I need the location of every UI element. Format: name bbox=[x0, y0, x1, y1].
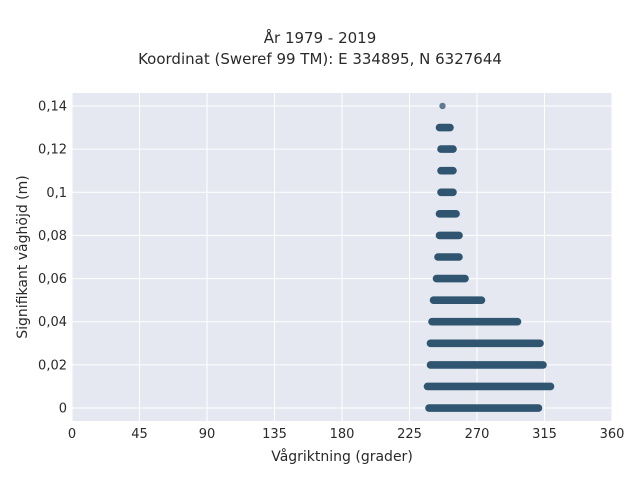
y-tick-label: 0,1 bbox=[46, 186, 67, 201]
x-tick-label: 135 bbox=[262, 427, 287, 442]
grid-lines bbox=[71, 93, 613, 421]
x-tick-label: 225 bbox=[397, 427, 422, 442]
data-point bbox=[439, 102, 446, 110]
x-tick-label: 180 bbox=[330, 427, 355, 442]
chart-subtitle: Koordinat (Sweref 99 TM): E 334895, N 63… bbox=[138, 50, 502, 68]
y-tick-label: 0,06 bbox=[38, 272, 67, 287]
y-tick-label: 0,02 bbox=[38, 358, 67, 373]
y-axis-label: Signifikant våghöjd (m) bbox=[14, 175, 31, 338]
x-tick-label: 270 bbox=[465, 427, 490, 442]
y-tick-label: 0 bbox=[59, 402, 67, 417]
x-axis-ticks: 0 45 90 135 180 225 270 315 360 bbox=[68, 427, 625, 442]
y-tick-label: 0,12 bbox=[38, 143, 67, 158]
chart-title: År 1979 - 2019 bbox=[263, 29, 377, 47]
data-points bbox=[423, 102, 555, 412]
x-tick-label: 90 bbox=[199, 427, 216, 442]
y-axis-ticks: 0 0,02 0,04 0,06 0,08 0,1 0,12 0,14 bbox=[38, 99, 67, 416]
y-tick-label: 0,14 bbox=[38, 99, 67, 114]
y-tick-label: 0,04 bbox=[38, 315, 67, 330]
y-tick-label: 0,08 bbox=[38, 229, 67, 244]
x-tick-label: 0 bbox=[68, 427, 76, 442]
x-axis-label: Vågriktning (grader) bbox=[271, 448, 413, 465]
x-tick-label: 315 bbox=[532, 427, 557, 442]
x-tick-label: 45 bbox=[131, 427, 148, 442]
x-tick-label: 360 bbox=[600, 427, 625, 442]
